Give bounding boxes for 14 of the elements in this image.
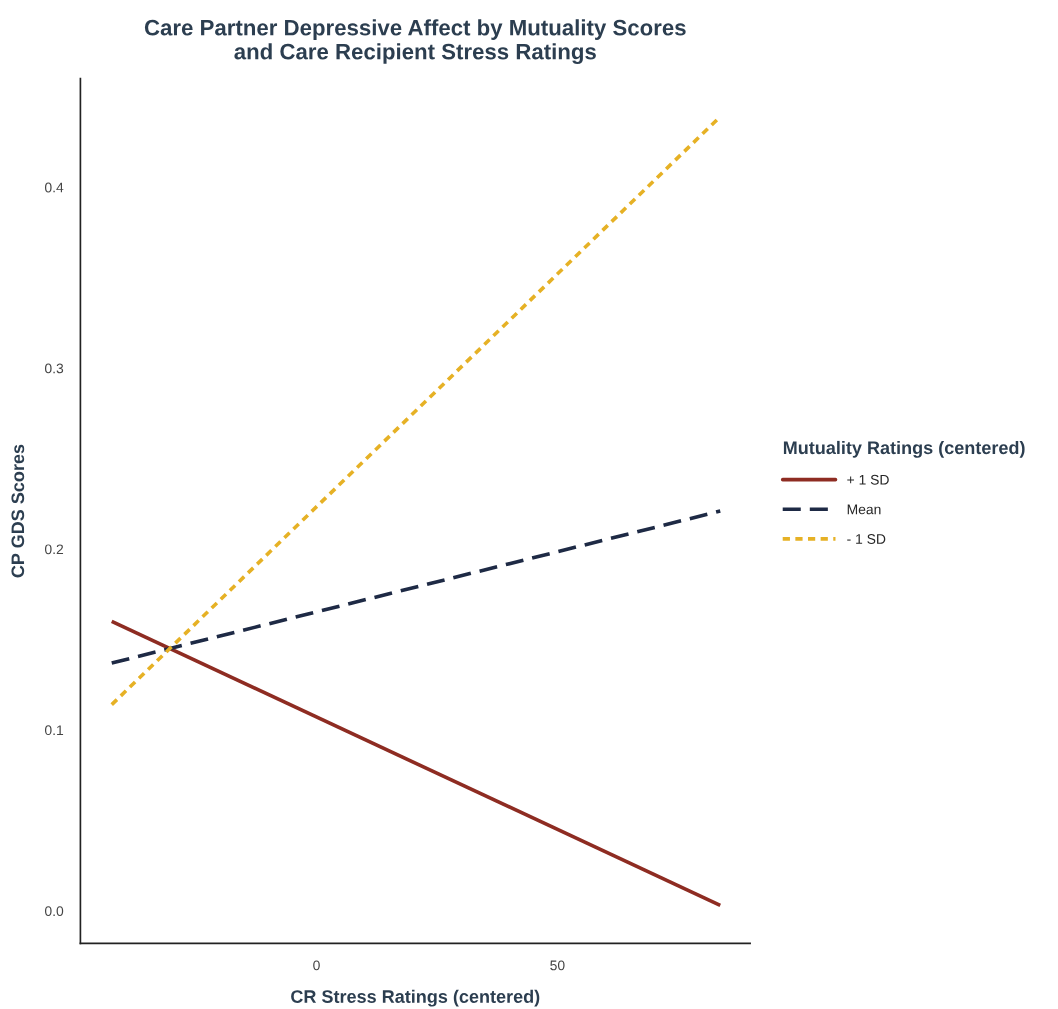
legend-label: + 1 SD bbox=[847, 474, 889, 485]
legend-title: Mutuality Ratings (centered) bbox=[783, 440, 1025, 458]
legend-label: Mean bbox=[847, 504, 881, 515]
x-axis-title: CR Stress Ratings (centered) bbox=[291, 989, 540, 1007]
legend-label: - 1 SD bbox=[847, 534, 886, 544]
y-tick-label: 0.0 bbox=[44, 906, 64, 917]
y-tick-label: 0.2 bbox=[44, 544, 64, 555]
x-tick-label: 50 bbox=[550, 960, 565, 971]
y-tick-label: 0.4 bbox=[44, 182, 64, 193]
y-tick-label: 0.1 bbox=[44, 725, 64, 736]
y-axis-title: CP GDS Scores bbox=[11, 444, 25, 578]
chart-title: Care Partner Depressive Affect by Mutuality Scores and Care Recipient Stress Ratings bbox=[144, 19, 686, 64]
x-tick-label: 0 bbox=[313, 960, 320, 971]
y-tick-label: 0.3 bbox=[44, 363, 64, 374]
